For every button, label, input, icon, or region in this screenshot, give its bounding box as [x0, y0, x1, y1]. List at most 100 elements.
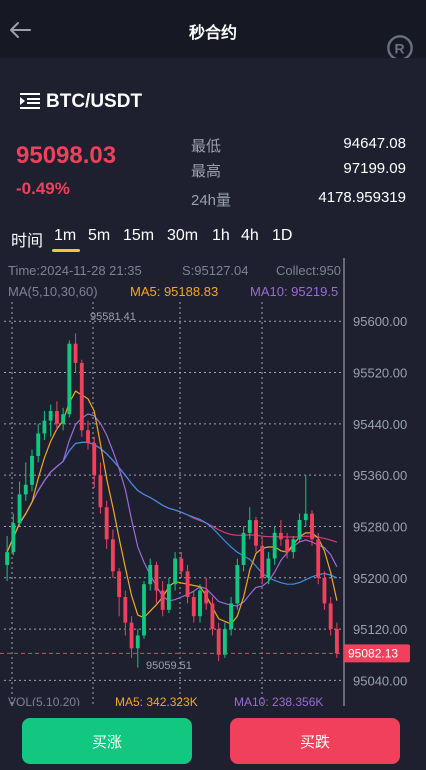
candle-body: [98, 475, 103, 508]
candle-body: [61, 414, 66, 424]
candle-body: [135, 635, 140, 649]
info-collect: Collect:950: [276, 263, 341, 278]
candle-body: [204, 590, 209, 604]
candle-body: [222, 629, 227, 655]
candle-body: [142, 584, 146, 636]
candle-body: [30, 455, 34, 485]
y-tick-label: 95440.00: [353, 417, 407, 432]
candle-body: [104, 507, 109, 540]
candle-body: [117, 571, 122, 598]
candle-body: [42, 420, 47, 434]
info-ma-label: MA(5,10,30,60): [8, 284, 98, 299]
candle-body: [334, 629, 339, 654]
y-tick-label: 95600.00: [353, 314, 407, 329]
candle-body: [5, 552, 10, 565]
list-menu-icon[interactable]: [20, 92, 40, 110]
pair-symbol[interactable]: BTC/USDT: [46, 91, 143, 112]
tab-time[interactable]: 时间: [11, 233, 44, 250]
y-axis-ticks: 95600.00 95520.00 95440.00 95360.00 95280.00…: [353, 314, 407, 688]
candlestick-chart[interactable]: 95600.00 95520.00 95440.00 95360.00 95280.00…: [0, 258, 426, 706]
candle-body: [322, 577, 327, 604]
arrow-left-icon[interactable]: [6, 16, 34, 44]
candle-body: [154, 564, 159, 591]
candle-body: [11, 523, 16, 553]
buy-down-button[interactable]: 买跌: [230, 718, 400, 764]
candle-body: [328, 603, 333, 630]
candle-body: [173, 558, 178, 585]
interval-tabs: 时间 1m 5m 15m 30m 1h 4h 1D: [0, 224, 426, 250]
chart-grid: [4, 258, 345, 706]
candle-body: [303, 513, 308, 521]
buy-up-button[interactable]: 买涨: [22, 718, 192, 764]
high-marker: 95581.41: [90, 311, 136, 323]
candle-body: [123, 597, 128, 623]
candle-body: [92, 443, 97, 476]
candle-body: [166, 584, 171, 610]
candle-body: [247, 520, 252, 533]
candle-body: [17, 494, 22, 524]
tab-1d[interactable]: 1D: [272, 227, 293, 244]
price-change: -0.49%: [16, 179, 70, 198]
info-ma5: MA5: 95188.83: [130, 284, 218, 299]
tab-1m[interactable]: 1m: [54, 227, 77, 244]
candle-body: [216, 629, 221, 655]
candle-body: [241, 532, 246, 565]
tab-30m[interactable]: 30m: [167, 227, 199, 244]
candle-body: [198, 590, 202, 617]
info-s: S:95127.04: [182, 263, 249, 278]
page-title: 秒合约: [188, 25, 237, 42]
y-tick-label: 95360.00: [353, 468, 407, 483]
vol-label: VOL(5,10,20): [8, 695, 80, 706]
candle-body: [48, 411, 53, 421]
stat-value-volume: 4178.959319: [318, 189, 406, 206]
candle-body: [54, 411, 59, 424]
candle-body: [129, 622, 134, 649]
y-tick-label: 95120.00: [353, 622, 407, 637]
top-bar: 秒合约 R: [0, 0, 426, 61]
tab-4h[interactable]: 4h: [241, 227, 259, 244]
candle-body: [67, 343, 72, 415]
candle-body: [185, 571, 190, 598]
y-tick-label: 95200.00: [353, 571, 407, 586]
candle-body: [79, 362, 84, 431]
current-price: 95098.03: [16, 142, 117, 169]
candle-body: [148, 564, 153, 585]
candle-body: [272, 532, 277, 559]
stat-value-low: 94647.08: [343, 135, 406, 152]
stat-label-volume: 24h量: [191, 192, 232, 209]
tab-1h[interactable]: 1h: [212, 227, 230, 244]
candle-body: [310, 513, 314, 540]
candle-body: [179, 558, 184, 572]
candle-body: [285, 539, 290, 553]
low-marker: 95059.51: [146, 660, 192, 672]
tab-15m[interactable]: 15m: [123, 227, 155, 244]
y-tick-label: 95040.00: [353, 673, 407, 688]
active-tab-indicator: [52, 249, 80, 252]
svg-text:R: R: [395, 40, 405, 56]
last-price-label: 95082.13: [348, 646, 398, 660]
y-tick-label: 95520.00: [353, 366, 407, 381]
ma10-line: [6, 413, 338, 607]
candle-body: [73, 343, 78, 363]
last-price-tag: [344, 644, 410, 663]
info-time: Time:2024-11-28 21:35: [8, 263, 142, 278]
tab-5m[interactable]: 5m: [88, 227, 111, 244]
stat-value-high: 97199.09: [343, 160, 406, 177]
vol-ma10: MA10: 238.356K: [234, 695, 323, 706]
candle-body: [191, 597, 196, 617]
candle-body: [266, 558, 271, 578]
candle-body: [110, 539, 115, 572]
candle-body: [210, 603, 215, 630]
candle-body: [160, 590, 165, 610]
stat-label-low: 最低: [191, 138, 222, 155]
candle-body: [86, 430, 90, 444]
candle-body: [260, 545, 265, 578]
candle-body: [291, 539, 296, 553]
candle-body: [297, 520, 302, 540]
info-ma10: MA10: 95219.5: [250, 284, 338, 299]
stat-label-high: 最高: [191, 163, 222, 180]
y-tick-label: 95280.00: [353, 519, 407, 534]
candle-body: [278, 532, 283, 540]
candle-body: [229, 603, 234, 630]
candles-group: [5, 333, 339, 668]
